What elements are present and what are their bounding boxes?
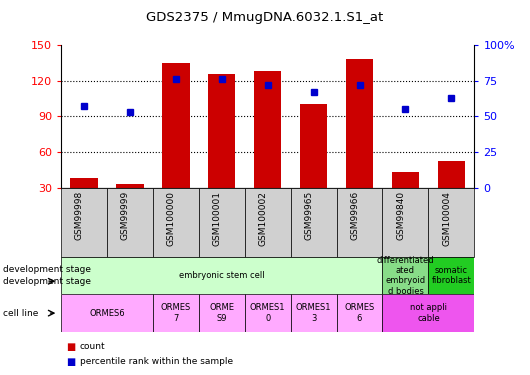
Bar bbox=[428, 188, 474, 257]
Bar bbox=[61, 188, 107, 257]
Bar bbox=[383, 188, 428, 257]
Text: cell line: cell line bbox=[3, 309, 38, 318]
Bar bbox=[438, 161, 465, 188]
Bar bbox=[383, 294, 474, 332]
Bar bbox=[337, 294, 383, 332]
Bar bbox=[290, 188, 337, 257]
Text: percentile rank within the sample: percentile rank within the sample bbox=[80, 357, 233, 366]
Bar bbox=[254, 71, 281, 188]
Bar bbox=[290, 294, 337, 332]
Text: GSM99840: GSM99840 bbox=[396, 191, 405, 240]
Text: development stage: development stage bbox=[3, 266, 91, 274]
Text: GSM100002: GSM100002 bbox=[259, 191, 268, 246]
Text: differentiated
ated
embryoid
d bodies: differentiated ated embryoid d bodies bbox=[377, 255, 434, 296]
Text: GSM100000: GSM100000 bbox=[167, 191, 176, 246]
Bar bbox=[245, 188, 290, 257]
Bar bbox=[61, 257, 383, 294]
Text: GSM99998: GSM99998 bbox=[75, 191, 84, 240]
Text: ■: ■ bbox=[66, 357, 75, 367]
Bar bbox=[245, 294, 290, 332]
Text: ORME
S9: ORME S9 bbox=[209, 303, 234, 323]
Bar bbox=[300, 104, 328, 188]
Bar bbox=[392, 172, 419, 188]
Text: count: count bbox=[80, 342, 105, 351]
Bar bbox=[428, 257, 474, 294]
Text: GSM100001: GSM100001 bbox=[213, 191, 222, 246]
Text: development stage: development stage bbox=[3, 277, 91, 286]
Text: GSM100004: GSM100004 bbox=[443, 191, 452, 246]
Text: ORMES
6: ORMES 6 bbox=[344, 303, 375, 323]
Bar bbox=[346, 59, 373, 188]
Text: ■: ■ bbox=[66, 342, 75, 352]
Text: ORMES
7: ORMES 7 bbox=[161, 303, 191, 323]
Text: somatic
fibroblast: somatic fibroblast bbox=[431, 266, 471, 285]
Text: not appli
cable: not appli cable bbox=[410, 303, 447, 323]
Bar bbox=[153, 294, 199, 332]
Text: ORMES1
3: ORMES1 3 bbox=[296, 303, 331, 323]
Text: GSM99966: GSM99966 bbox=[350, 191, 359, 240]
Bar bbox=[116, 184, 144, 188]
Bar bbox=[61, 294, 153, 332]
Text: ORMES1
0: ORMES1 0 bbox=[250, 303, 285, 323]
Text: GDS2375 / MmugDNA.6032.1.S1_at: GDS2375 / MmugDNA.6032.1.S1_at bbox=[146, 11, 384, 24]
Bar bbox=[337, 188, 383, 257]
Text: GSM99965: GSM99965 bbox=[305, 191, 314, 240]
Bar bbox=[199, 294, 245, 332]
Text: GSM99999: GSM99999 bbox=[121, 191, 130, 240]
Text: ORMES6: ORMES6 bbox=[89, 309, 125, 318]
Bar bbox=[208, 74, 235, 188]
Bar bbox=[70, 178, 98, 188]
Bar bbox=[162, 63, 190, 188]
Bar bbox=[199, 188, 245, 257]
Text: embryonic stem cell: embryonic stem cell bbox=[179, 271, 264, 280]
Bar bbox=[153, 188, 199, 257]
Bar bbox=[383, 257, 428, 294]
Bar bbox=[107, 188, 153, 257]
